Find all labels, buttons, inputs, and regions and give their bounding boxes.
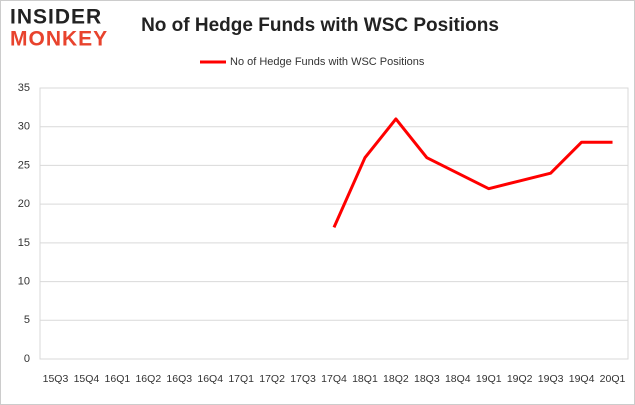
y-tick-label: 0 <box>24 353 30 365</box>
y-tick-label: 20 <box>18 198 30 210</box>
y-tick-label: 10 <box>18 275 30 287</box>
y-tick-label: 35 <box>18 82 30 94</box>
y-tick-label: 25 <box>18 159 30 171</box>
x-tick-label: 19Q2 <box>507 373 533 385</box>
x-tick-label: 18Q1 <box>352 373 378 385</box>
x-tick-label: 18Q3 <box>414 373 440 385</box>
x-tick-label: 19Q4 <box>569 373 595 385</box>
x-tick-label: 17Q4 <box>321 373 347 385</box>
x-tick-label: 15Q4 <box>74 373 100 385</box>
x-tick-label: 19Q3 <box>538 373 564 385</box>
x-tick-label: 16Q3 <box>166 373 192 385</box>
x-tick-label: 17Q3 <box>290 373 316 385</box>
x-tick-label: 17Q2 <box>259 373 285 385</box>
series-line <box>332 117 613 228</box>
x-tick-label: 18Q4 <box>445 373 471 385</box>
x-tick-label: 18Q2 <box>383 373 409 385</box>
y-tick-label: 15 <box>18 237 30 249</box>
legend-label: No of Hedge Funds with WSC Positions <box>230 56 425 68</box>
x-tick-label: 16Q4 <box>197 373 223 385</box>
x-tick-label: 17Q1 <box>228 373 254 385</box>
logo-line1: INSIDER <box>10 6 102 29</box>
chart-title: No of Hedge Funds with WSC Positions <box>141 15 499 36</box>
x-tick-label: 16Q1 <box>105 373 131 385</box>
logo-line2: MONKEY <box>10 28 108 51</box>
y-tick-label: 30 <box>18 121 30 133</box>
x-tick-label: 16Q2 <box>135 373 161 385</box>
y-tick-label: 5 <box>24 314 30 326</box>
x-tick-label: 15Q3 <box>43 373 69 385</box>
x-tick-label: 20Q1 <box>600 373 626 385</box>
x-tick-label: 19Q1 <box>476 373 502 385</box>
